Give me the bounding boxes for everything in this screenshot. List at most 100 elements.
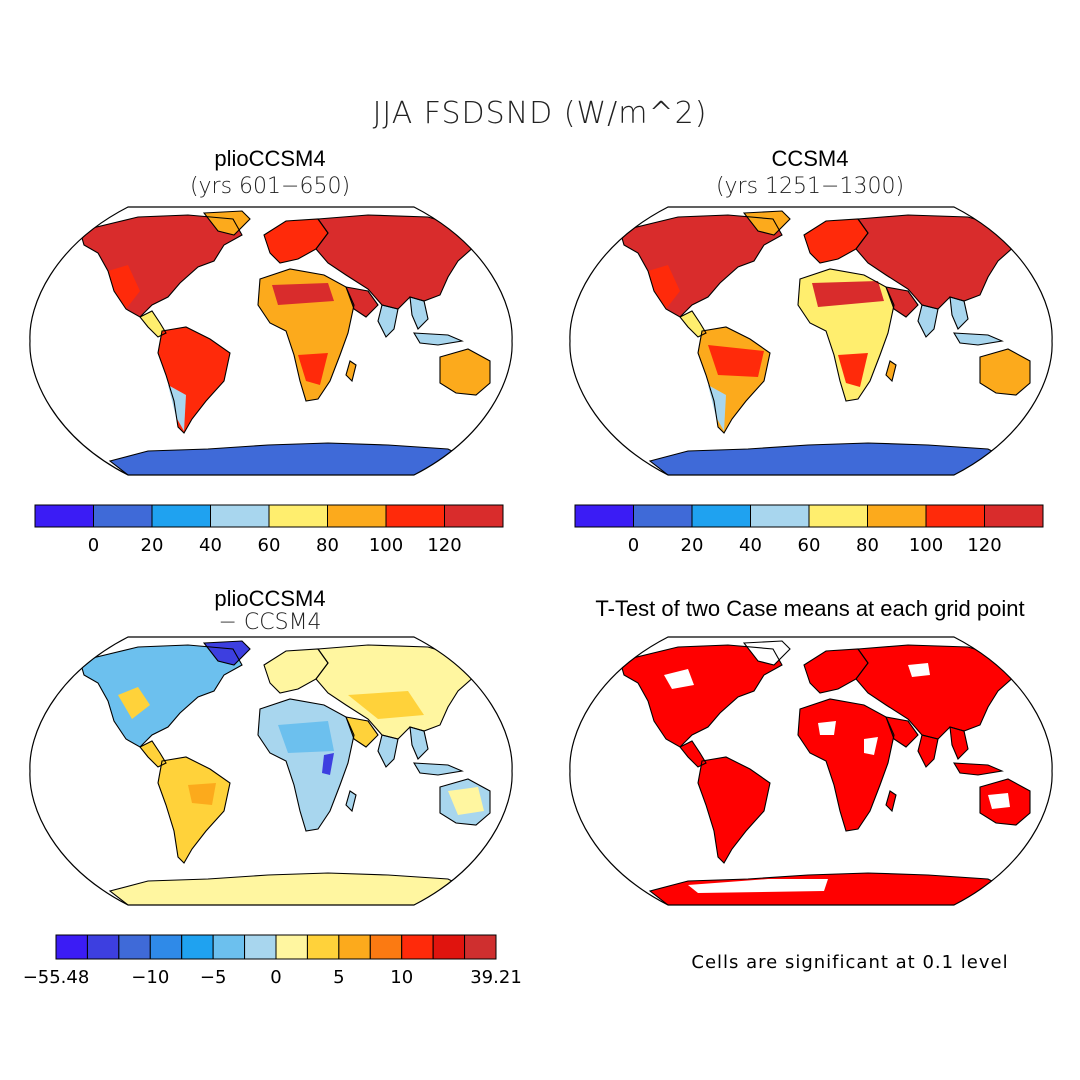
colorbar-tick-label: 0 [88,535,99,556]
africa-coastline [257,268,355,402]
field-patch-1 [272,283,334,305]
colorbar-swatch [444,504,504,528]
southAmerica-coastline [697,756,771,864]
australia-coastline [979,778,1031,826]
centralAmerica-region [680,311,706,337]
colorbar-swatch [151,504,211,528]
colorbar-swatch [338,934,371,960]
centralAmerica-region [140,311,166,337]
colorbar-panel-1: 0 20 40 60 80 100 120 [34,504,504,556]
field-patch-5 [688,879,828,893]
madagascar-region [346,791,356,811]
antarctica-coastline [108,872,466,905]
colorbar-tick-label: 60 [798,535,821,556]
antarctica-region [650,873,1004,905]
arabia-coastline [885,716,919,748]
panel-1-title: plioCCSM4 [214,146,326,171]
colorbar-swatch [86,934,120,960]
colorbar-swatch [275,934,308,960]
colorbar-swatch [212,934,246,960]
field-patch-0 [648,265,680,309]
seAsia-coastline [409,726,429,760]
antarctica-coastline [648,872,1006,905]
centralAmerica-coastline [139,310,167,338]
india-region [378,735,398,767]
colorbar-swatch [925,504,985,528]
india-coastline [377,304,399,338]
northAmerica-region [620,645,782,747]
centralAmerica-region [140,741,166,767]
colorbar-tick-label: 0 [270,967,281,988]
map-panel-3 [29,636,513,906]
indonesia-coastline [952,332,1004,346]
greenland-coastline [202,210,251,236]
colorbar-tick-label: 40 [739,535,762,556]
madagascar-region [886,361,896,381]
map-frame [29,636,513,906]
colorbar-swatch [432,934,466,960]
colorbar-swatch [268,504,328,528]
field-patch-3 [908,663,930,677]
colorbar-tick-label: 100 [909,535,943,556]
field-patch-5 [322,753,334,775]
panel-3-title: plioCCSM4 [214,586,326,611]
australia-coastline [439,778,491,826]
antarctica-region [650,443,1004,475]
india-coastline [917,734,939,768]
antarctica-region [110,873,464,905]
seAsia-region [950,727,968,759]
colorbar-swatch [691,504,751,528]
colorbar-swatch [750,504,810,528]
colorbar-tick-label: −10 [131,967,169,988]
indonesia-coastline [412,332,464,346]
colorbar-panel-3: −55.48 −10 −5 0 5 10 39.21 [23,934,522,988]
panel-1-subtitle: (yrs 601−650) [189,174,351,199]
significance-note: Cells are significant at 0.1 level [691,952,1009,973]
arabia-coastline [885,286,919,318]
centralAmerica-coastline [679,740,707,768]
colorbar-swatch [984,504,1044,528]
colorbar-swatch [574,504,634,528]
seAsia-region [410,727,428,759]
australia-coastline [439,348,491,396]
panel-3-subtitle: − CCSM4 [218,610,322,635]
madagascar-coastline [345,360,357,383]
indonesia-coastline [412,762,464,776]
centralAmerica-coastline [139,740,167,768]
map-panel-4 [569,636,1053,906]
seAsia-coastline [409,296,429,330]
colorbar-tick-label: 100 [369,535,403,556]
greenland-coastline [742,210,791,236]
asia-region [856,215,1016,309]
colorbar-tick-label: 39.21 [470,967,522,988]
antarctica-coastline [108,442,466,475]
map-frame [29,206,513,476]
india-region [378,305,398,337]
colorbar-swatch [808,504,868,528]
field-patch-4 [448,787,484,815]
southAmerica-region [698,757,770,863]
colorbar-swatch [181,934,214,960]
seAsia-coastline [949,726,969,760]
colorbar-tick-label: 5 [333,967,344,988]
asia-region [856,645,1016,739]
panel-4-title: T-Test of two Case means at each grid po… [595,596,1025,621]
europe-region [264,649,328,693]
asia-region [316,215,476,309]
field-patch-2 [864,737,878,755]
colorbar-tick-label: 80 [316,535,339,556]
colorbar-tick-label: 20 [141,535,164,556]
europe-region [264,219,328,263]
field-patch-3 [838,353,868,387]
colorbar-swatch [369,934,403,960]
field-patch-3 [188,783,216,805]
antarctica-region [110,443,464,475]
arabia-coastline [345,286,379,318]
europe-region [804,649,868,693]
colorbar-swatch [34,504,94,528]
colorbar-tick-label: 80 [856,535,879,556]
field-patch-0 [118,687,150,719]
africa-coastline [257,698,355,832]
indonesia-coastline [952,762,1004,776]
northAmerica-coastline [79,214,243,318]
